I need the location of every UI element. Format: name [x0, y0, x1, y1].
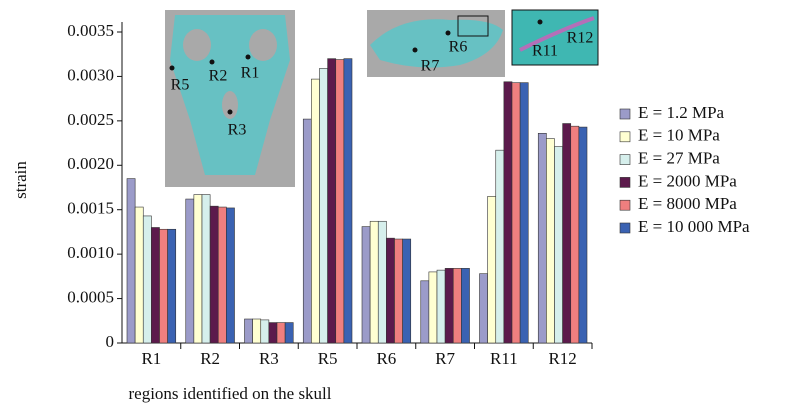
bar	[480, 274, 488, 343]
bar	[269, 323, 277, 343]
annotation: R6	[449, 39, 468, 56]
legend-swatch	[620, 132, 630, 142]
y-tick-label: 0.0035	[67, 21, 114, 40]
annotation: R2	[209, 68, 228, 85]
bar	[135, 207, 143, 343]
annotation: R12	[567, 30, 594, 47]
y-tick-label: 0.0015	[67, 199, 114, 218]
bar	[546, 139, 554, 343]
insets	[165, 10, 598, 187]
bar	[160, 229, 168, 343]
chart: regions identified on the skull strain 0…	[0, 0, 795, 410]
y-tick-label: 0.0010	[67, 243, 114, 262]
bar	[395, 239, 403, 343]
annotation: R11	[532, 43, 558, 60]
bar	[245, 319, 253, 343]
bar	[311, 79, 319, 343]
bar	[151, 227, 159, 343]
bar	[445, 268, 453, 343]
bar	[496, 150, 504, 343]
bar	[277, 323, 285, 343]
annotation: R5	[171, 77, 190, 94]
skull-hole	[222, 91, 238, 119]
y-tick-label: 0.0020	[67, 154, 114, 173]
annotation-dot	[446, 31, 451, 36]
bar	[303, 119, 311, 343]
legend-swatch	[620, 200, 630, 210]
bar	[285, 323, 293, 343]
x-tick-label: R11	[490, 349, 518, 368]
x-tick-label: R5	[318, 349, 338, 368]
bar	[421, 281, 429, 343]
bar	[320, 68, 328, 343]
bar	[538, 133, 546, 343]
bar	[362, 227, 370, 343]
bar	[253, 319, 261, 343]
bar	[370, 221, 378, 343]
bar	[143, 216, 151, 343]
bar	[127, 179, 135, 343]
x-tick-label: R6	[376, 349, 396, 368]
bar	[520, 83, 528, 343]
bar	[571, 126, 579, 343]
legend-swatch	[620, 155, 630, 165]
bar	[504, 82, 512, 343]
bar	[218, 207, 226, 343]
y-tick-label: 0.0030	[67, 65, 114, 84]
bar	[328, 59, 336, 343]
annotation-dot	[246, 55, 251, 60]
y-tick-label: 0.0025	[67, 110, 114, 129]
bar	[336, 60, 344, 343]
bar	[429, 272, 437, 343]
bar	[453, 268, 461, 343]
annotation: R1	[241, 65, 260, 82]
bar	[555, 147, 563, 343]
bar	[344, 59, 352, 343]
legend-swatch	[620, 177, 630, 187]
x-axis-title: regions identified on the skull	[128, 384, 331, 403]
annotation-dot	[170, 66, 175, 71]
y-tick-label: 0	[106, 332, 115, 351]
x-tick-label: R2	[200, 349, 220, 368]
legend-swatch	[620, 109, 630, 119]
x-tick-label: R3	[259, 349, 279, 368]
bar	[403, 239, 411, 343]
legend-label: E = 2000 MPa	[638, 171, 737, 190]
bar	[512, 83, 520, 343]
bar	[579, 127, 587, 343]
bar	[563, 124, 571, 343]
skull-hole	[249, 29, 277, 61]
bar	[168, 229, 176, 343]
bar	[202, 195, 210, 343]
bar	[488, 196, 496, 343]
legend-swatch	[620, 223, 630, 233]
bar	[461, 268, 469, 343]
y-axis-title: strain	[11, 161, 30, 199]
annotation: R7	[421, 58, 440, 75]
legend-label: E = 10 000 MPa	[638, 217, 750, 236]
annotation-dot	[210, 60, 215, 65]
bar	[186, 199, 194, 343]
bar	[210, 206, 218, 343]
bar	[378, 221, 386, 343]
bar	[437, 270, 445, 343]
x-tick-label: R7	[435, 349, 455, 368]
annotation-dot	[413, 48, 418, 53]
annotation-dot	[538, 20, 543, 25]
bar	[386, 238, 394, 343]
annotation: R3	[228, 122, 247, 139]
y-tick-label: 0.0005	[67, 287, 114, 306]
skull-hole	[183, 29, 211, 61]
legend-label: E = 27 MPa	[638, 149, 720, 168]
bar	[261, 320, 269, 343]
bar	[194, 195, 202, 343]
legend-label: E = 1.2 MPa	[638, 103, 725, 122]
legend-label: E = 8000 MPa	[638, 194, 737, 213]
x-tick-label: R1	[141, 349, 161, 368]
x-tick-label: R12	[548, 349, 576, 368]
bar	[226, 208, 234, 343]
annotation-dot	[228, 110, 233, 115]
legend-label: E = 10 MPa	[638, 126, 720, 145]
